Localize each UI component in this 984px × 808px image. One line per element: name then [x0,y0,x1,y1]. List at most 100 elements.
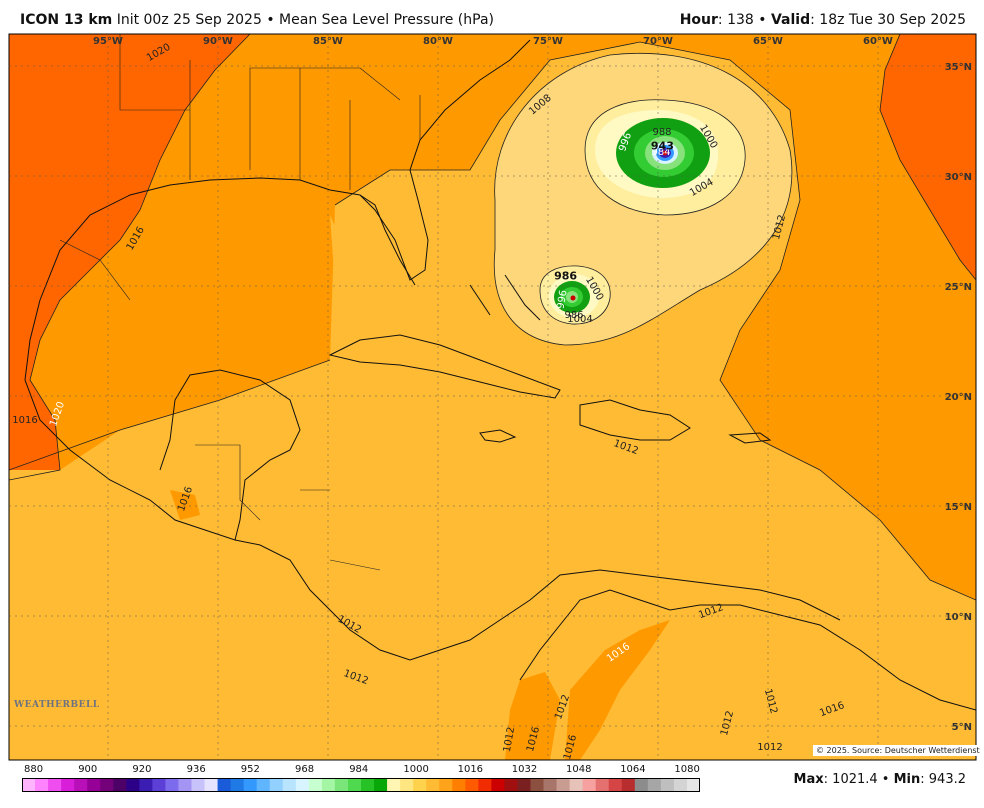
field-name: Mean Sea Level Pressure (hPa) [279,12,494,28]
colorbar-swatch [660,778,675,792]
border-states [119,34,421,190]
isobar-1008 [493,52,793,346]
colorbar-swatch [452,778,466,792]
colorbar-label: 968 [295,764,315,775]
colorbar-swatch [556,778,571,792]
colorbar-swatch [269,778,284,792]
fill-1020-northwest [9,34,250,480]
colorbar-swatch [595,778,610,792]
colorbar-swatch [152,778,166,792]
title-separator-2: • [758,12,767,28]
longitude-labels: 95°W 90°W 85°W 80°W 75°W 70°W 65°W 60°W [93,34,893,760]
colorbar-swatch [217,778,232,792]
coast-puerto-rico [728,432,772,444]
longitude-label: 75°W [533,36,563,47]
colorbar-label: 952 [240,764,260,775]
colorbar-label: 936 [186,764,206,775]
colorbar-label: 1032 [511,764,538,775]
colorbar-label: 1048 [566,764,592,775]
coast-cuba [328,334,561,399]
coast-bahamas [469,274,541,321]
colorbar-swatch [191,778,205,792]
latitude-label: 15°N [945,502,972,513]
colorbar-swatch [61,778,75,792]
colorbar-swatch [517,778,531,792]
colorbar-swatch [543,778,557,792]
colorbar-swatch [256,778,271,792]
valid-time-header: Hour: 138 • Valid: 18z Tue 30 Sep 2025 [680,12,966,28]
contour-label: 1012 [502,726,517,753]
storm-center-labels: 943 986 [554,140,674,283]
colorbar-swatch [426,778,440,792]
colorbar-swatch [139,778,153,792]
coast-us-gulf [39,39,531,301]
colorbar-swatch [126,778,140,792]
min-value: : 943.2 [920,772,966,787]
colorbar-swatch [230,778,245,792]
contour-label: 988 [652,127,671,138]
colorbar-swatch [465,778,479,792]
longitude-label: 60°W [863,36,893,47]
storm-center-label: 943 [651,140,674,153]
colorbar [22,778,700,792]
colorbar-swatch [413,778,427,792]
latitude-label: 5°N [952,722,972,733]
border-central-america [195,444,381,571]
colorbar-label: 880 [24,764,44,775]
valid-label: Valid [770,12,811,28]
colorbar-swatch [165,778,179,792]
contour-label: 996 [555,289,569,310]
colorbar-swatch [530,778,544,792]
colorbar-swatch [100,778,114,792]
colorbar-swatch [334,778,349,792]
map-title: ICON 13 km Init 00z 25 Sep 2025 • Mean S… [20,12,494,28]
min-label: Min [893,772,921,787]
stats-separator: • [881,772,890,787]
colorbar-swatch [204,778,218,792]
max-value: : 1021.4 [823,772,878,787]
fill-1016-yucatan [170,490,200,520]
longitude-label: 65°W [753,36,783,47]
isobar-1012 [334,41,976,601]
colorbar-swatch [621,778,636,792]
colorbar-swatch [504,778,518,792]
coast-florida-west [359,194,416,286]
latitude-labels: 35°N 30°N 25°N 20°N 15°N 10°N 5°N [9,62,976,733]
hour-value: : 138 [717,12,754,28]
colorbar-swatch [113,778,127,792]
colorbar-swatch [634,778,649,792]
valid-value: : 18z Tue 30 Sep 2025 [810,12,966,28]
colorbar-label: 1064 [620,764,646,775]
fill-1016-colombia [565,620,670,760]
fill-1020-northeast [880,34,976,280]
colorbar-swatch [308,778,323,792]
longitude-label: 90°W [203,36,233,47]
hour-label: Hour [679,12,718,28]
isobar-1004-south [539,265,611,325]
colorbar-swatch [361,778,375,792]
colorbar-label: 920 [132,764,152,775]
title-separator: • [266,12,275,28]
colorbar-swatch [400,778,414,792]
latitude-label: 35°N [945,62,972,73]
colorbar-swatch [295,778,310,792]
latitude-label: 25°N [945,282,972,293]
longitude-label: 70°W [643,36,673,47]
colorbar-swatch [582,778,597,792]
colorbar-swatch [686,778,700,792]
colorbar-label: 1080 [674,764,700,775]
longitude-label: 95°W [93,36,123,47]
contour-label: 1012 [757,742,782,753]
max-label: Max [793,772,824,787]
colorbar-label: 900 [78,764,98,775]
colorbar-swatch [491,778,505,792]
map-frame [8,33,977,761]
colorbar-swatch [22,778,36,792]
colorbar-swatch [347,778,362,792]
contour-label: 984 [651,147,670,158]
colorbar-label: 984 [349,764,369,775]
colorbar-swatch [243,778,258,792]
weatherbell-logo: WEATHERBELL [14,700,100,710]
colorbar-swatch [282,778,297,792]
